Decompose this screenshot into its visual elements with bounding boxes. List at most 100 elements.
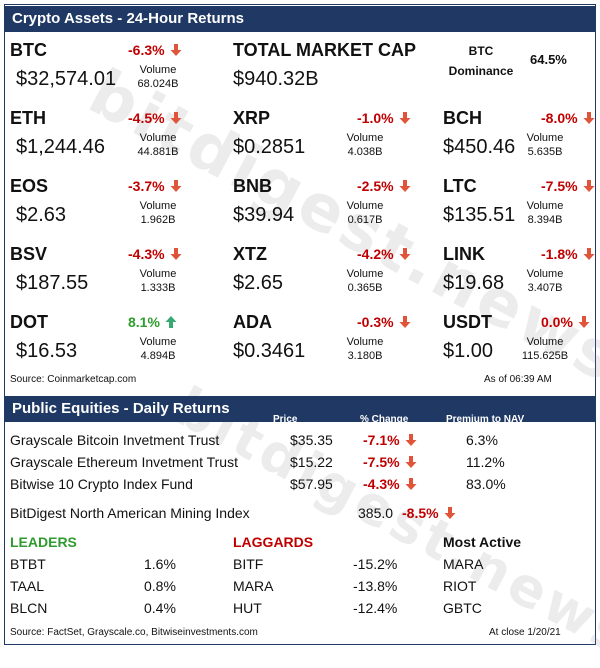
leader-change: 0.8% <box>144 578 176 594</box>
volume-label: Volume <box>139 200 177 212</box>
arrow-down-icon <box>582 111 596 125</box>
arrow-down-icon <box>404 433 418 447</box>
total-market-cap-value: $940.32B <box>233 68 319 90</box>
fund-premium: 83.0% <box>466 476 506 492</box>
fund-change-text: -7.1% <box>363 432 400 448</box>
laggard-change: -13.8% <box>353 578 398 594</box>
arrow-down-icon <box>577 315 591 329</box>
volume-value: 115.625B <box>521 350 569 362</box>
volume-value: 3.407B <box>527 282 563 294</box>
dominance-label: Dominance <box>448 64 514 78</box>
arrow-down-icon <box>169 247 183 261</box>
asset-symbol: LTC <box>443 176 477 196</box>
fund-change-text: -4.3% <box>363 476 400 492</box>
volume-value: 44.881B <box>137 146 179 158</box>
volume-value: 1.962B <box>140 214 176 226</box>
asset-price: $32,574.01 <box>16 68 117 90</box>
volume-label: Volume <box>346 268 384 280</box>
equities-close: At close 1/20/21 <box>489 627 561 638</box>
fund-change-text: -7.5% <box>363 454 400 470</box>
volume-value: 3.180B <box>347 350 383 362</box>
asset-change-text: -4.3% <box>128 246 165 262</box>
asset-price: $2.65 <box>233 272 284 294</box>
asset-price: $1,244.46 <box>16 136 105 158</box>
most-active-ticker: MARA <box>443 556 484 572</box>
asset-symbol: BNB <box>233 176 272 196</box>
arrow-down-icon <box>398 247 412 261</box>
volume-label: Volume <box>139 268 177 280</box>
mining-index-change-text: -8.5% <box>402 505 439 521</box>
asset-change-text: -1.0% <box>357 110 394 126</box>
volume-label: Volume <box>139 64 177 76</box>
equities-section-title: Public Equities - Daily Returns <box>4 396 596 422</box>
volume-label: Volume <box>139 132 177 144</box>
asset-change: -4.2% <box>357 246 412 262</box>
arrow-down-icon <box>398 111 412 125</box>
asset-symbol: BCH <box>443 108 482 128</box>
fund-price: $57.95 <box>290 476 333 492</box>
arrow-down-icon <box>169 179 183 193</box>
asset-symbol: USDT <box>443 312 492 332</box>
asset-price: $2.63 <box>16 204 67 226</box>
arrow-down-icon <box>398 315 412 329</box>
asset-change: -6.3% <box>128 42 183 58</box>
asset-price: $19.68 <box>443 272 505 294</box>
crypto-section-title: Crypto Assets - 24-Hour Returns <box>4 6 596 32</box>
volume-value: 0.617B <box>347 214 383 226</box>
total-market-cap-label: TOTAL MARKET CAP <box>233 40 416 60</box>
volume-value: 1.333B <box>140 282 176 294</box>
fund-name: Grayscale Ethereum Invetment Trust <box>10 454 238 470</box>
volume-value: 68.024B <box>137 78 179 90</box>
asset-symbol: BTC <box>10 40 47 60</box>
leader-ticker: TAAL <box>10 578 44 594</box>
laggard-ticker: HUT <box>233 600 262 616</box>
laggard-ticker: BITF <box>233 556 264 572</box>
volume-label: Volume <box>526 132 564 144</box>
asset-change: -2.5% <box>357 178 412 194</box>
leader-change: 1.6% <box>144 556 176 572</box>
leader-change: 0.4% <box>144 600 176 616</box>
fund-name: Bitwise 10 Crypto Index Fund <box>10 476 193 492</box>
asset-symbol: ETH <box>10 108 46 128</box>
asset-symbol: EOS <box>10 176 49 196</box>
crypto-as-of: As of 06:39 AM <box>484 374 552 385</box>
btc-label: BTC <box>468 44 494 58</box>
asset-change-text: -8.0% <box>541 110 578 126</box>
asset-change-text: -4.5% <box>128 110 165 126</box>
asset-change: -0.3% <box>357 314 412 330</box>
fund-price: $15.22 <box>290 454 333 470</box>
volume-label: Volume <box>139 336 177 348</box>
mining-index-value: 385.0 <box>358 505 394 521</box>
arrow-down-icon <box>398 179 412 193</box>
report-frame <box>4 4 596 645</box>
most-active-ticker: RIOT <box>443 578 477 594</box>
arrow-down-icon <box>404 455 418 469</box>
volume-label: Volume <box>526 268 564 280</box>
asset-price: $187.55 <box>16 272 89 294</box>
arrow-down-icon <box>582 179 596 193</box>
laggard-ticker: MARA <box>233 578 274 594</box>
volume-label: Volume <box>346 200 384 212</box>
arrow-down-icon <box>169 111 183 125</box>
most-active-label: Most Active <box>443 534 522 550</box>
volume-value: 4.038B <box>347 146 383 158</box>
asset-symbol: XTZ <box>233 244 267 264</box>
btc-dominance-value: 64.5% <box>530 52 567 67</box>
laggard-change: -15.2% <box>353 556 398 572</box>
col-header-change: % Change <box>360 414 409 425</box>
volume-label: Volume <box>346 132 384 144</box>
fund-change: -7.1% <box>363 432 418 448</box>
asset-change: -8.0% <box>541 110 596 126</box>
fund-premium: 6.3% <box>466 432 498 448</box>
volume-label: Volume <box>526 336 564 348</box>
asset-symbol: ADA <box>233 312 272 332</box>
asset-symbol: DOT <box>10 312 48 332</box>
volume-label: Volume <box>526 200 564 212</box>
laggards-label: LAGGARDS <box>233 534 314 550</box>
btc-dominance-label: BTC Dominance <box>446 44 516 78</box>
leaders-label: LEADERS <box>10 534 77 550</box>
asset-change: -3.7% <box>128 178 183 194</box>
volume-value: 0.365B <box>347 282 383 294</box>
fund-change: -4.3% <box>363 476 418 492</box>
crypto-source: Source: Coinmarketcap.com <box>10 374 137 385</box>
